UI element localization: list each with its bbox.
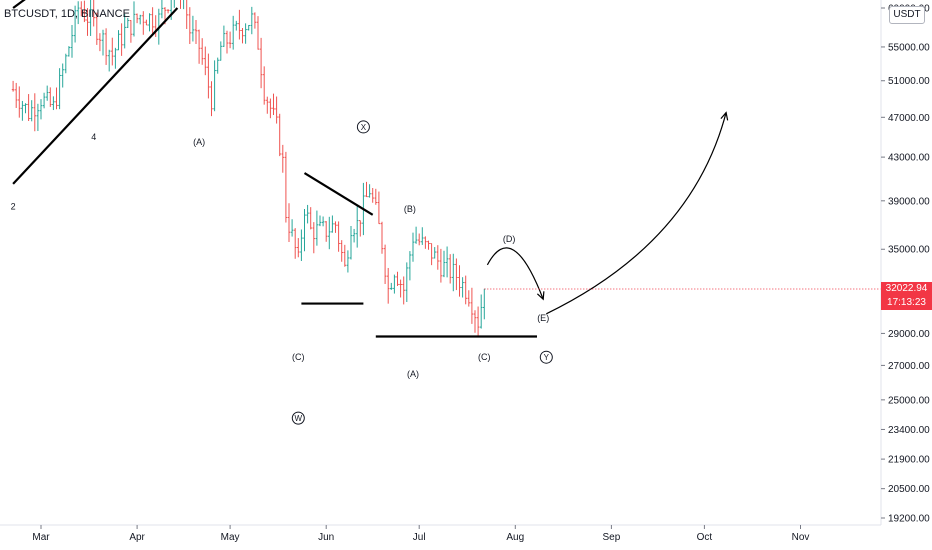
projection-arrow — [486, 247, 544, 300]
y-tick-label: 21900.00 — [888, 455, 930, 466]
y-tick-label: 43000.00 — [888, 153, 930, 164]
y-tick-label: 19200.00 — [888, 514, 930, 525]
wave-label: (A) — [407, 369, 419, 379]
wave-label: 4 — [91, 132, 96, 142]
trend-line — [12, 0, 26, 9]
x-tick-label: Oct — [697, 532, 713, 543]
x-tick-label: Jul — [413, 532, 426, 543]
price-axis-bg — [881, 0, 932, 550]
circled-wave-label: Y — [544, 353, 550, 362]
y-tick-label: 23400.00 — [888, 425, 930, 436]
circled-wave-marker — [356, 120, 370, 134]
wave-label: (C) — [478, 352, 491, 362]
y-tick-label: 55000.00 — [888, 42, 930, 53]
circled-wave-marker — [539, 350, 553, 364]
y-tick-label: 51000.00 — [888, 76, 930, 87]
projection-arrow — [546, 112, 727, 315]
circled-wave-label: W — [295, 414, 303, 423]
y-tick-label: 27000.00 — [888, 361, 930, 372]
x-tick-label: Nov — [792, 532, 810, 543]
symbol-title[interactable]: BTCUSDT, 1D, BINANCE — [4, 8, 130, 20]
y-tick-label: 35000.00 — [888, 245, 930, 256]
x-tick-label: May — [221, 532, 240, 543]
wave-label: 2 — [11, 202, 16, 212]
currency-button[interactable]: USDT — [889, 6, 925, 24]
y-tick-label: 39000.00 — [888, 196, 930, 207]
y-tick-label: 47000.00 — [888, 113, 930, 124]
x-tick-label: Mar — [32, 532, 50, 543]
arrow-head — [536, 291, 545, 301]
x-tick-label: Apr — [129, 532, 145, 543]
wave-label: (B) — [404, 204, 416, 214]
x-tick-label: Aug — [506, 532, 524, 543]
wave-label: (A) — [193, 137, 205, 147]
x-tick-label: Sep — [603, 532, 621, 543]
trend-line — [12, 7, 179, 185]
arrow-head — [720, 111, 729, 121]
x-tick-label: Jun — [318, 532, 334, 543]
wave-label: (C) — [292, 352, 305, 362]
trend-line — [303, 172, 374, 216]
y-tick-label: 29000.00 — [888, 329, 930, 340]
wave-label: (D) — [503, 234, 516, 244]
circled-wave-label: X — [361, 123, 367, 132]
y-tick-label: 25000.00 — [888, 395, 930, 406]
bar-countdown-label: 17:13:23 — [881, 296, 932, 310]
wave-label: (E) — [537, 313, 549, 323]
last-price-label: 32022.94 — [881, 282, 932, 296]
y-tick-label: 20500.00 — [888, 484, 930, 495]
circled-wave-marker — [291, 411, 305, 425]
